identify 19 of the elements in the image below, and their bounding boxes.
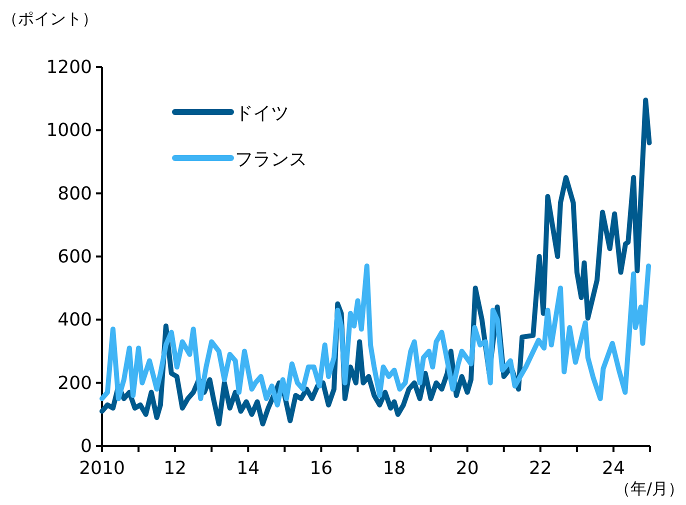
x-tick-label: 24: [602, 458, 625, 479]
legend-label: ドイツ: [235, 103, 289, 124]
x-tick-label: 18: [382, 458, 406, 479]
x-tick-label: 22: [528, 458, 552, 479]
x-tick-label: 12: [164, 458, 187, 479]
y-tick-label: 600: [58, 246, 92, 268]
x-axis-title: （年/月）: [614, 479, 684, 498]
y-tick-label: 1200: [46, 57, 92, 78]
y-axis-title: （ポイント）: [2, 9, 98, 28]
y-tick-label: 800: [58, 183, 92, 204]
y-tick-label: 1000: [46, 120, 92, 142]
x-tick-label: 14: [236, 458, 260, 479]
legend-label: フランス: [235, 149, 307, 170]
y-tick-label: 200: [58, 372, 92, 394]
y-tick-label: 400: [58, 310, 92, 331]
x-tick-label: 2010: [79, 458, 125, 479]
y-tick-label: 0: [80, 436, 92, 457]
x-tick-label: 20: [456, 458, 479, 479]
x-tick-label: 16: [310, 458, 333, 479]
